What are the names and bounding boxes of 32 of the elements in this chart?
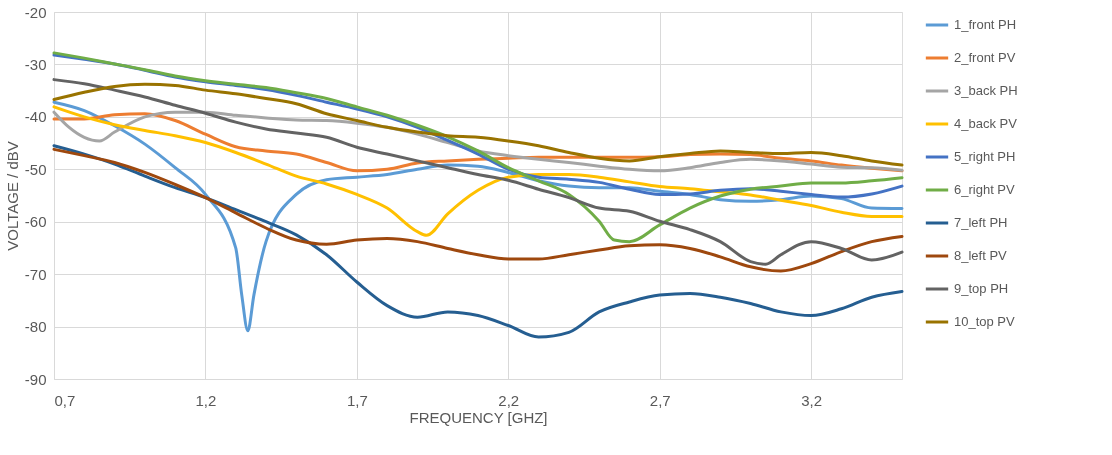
line-series [52, 105, 904, 237]
y-tick-label: -90 [24, 370, 47, 388]
legend-label: 3_back PH [954, 83, 1018, 98]
x-tick-label: 2,2 [498, 391, 520, 409]
x-tick-label: 0,7 [54, 391, 76, 409]
y-tick-label: -70 [24, 265, 47, 283]
legend-label: 10_top PV [954, 314, 1016, 329]
line-series [52, 147, 904, 273]
x-tick-label: 3,2 [801, 391, 823, 409]
y-tick-label: -80 [24, 318, 47, 336]
line-series [52, 144, 904, 339]
y-tick-label: -40 [24, 108, 47, 126]
legend-label: 4_back PV [954, 116, 1018, 131]
x-axis-title: FREQUENCY [GHZ] [409, 408, 548, 426]
y-tick-label: -60 [24, 213, 47, 231]
line-series [52, 78, 904, 266]
x-tick-label: 1,7 [346, 391, 368, 409]
line-series [52, 82, 904, 167]
legend-label: 7_left PH [954, 215, 1008, 230]
legend-label: 2_front PV [954, 50, 1016, 65]
y-tick-label: -30 [24, 55, 47, 73]
legend-label: 9_top PH [954, 281, 1009, 296]
x-tick-label: 2,7 [649, 391, 671, 409]
legend-label: 1_front PH [954, 17, 1017, 32]
line-series [52, 51, 904, 244]
y-tick-label: -20 [24, 3, 47, 21]
legend-label: 5_right PH [954, 149, 1016, 164]
x-tick-label: 1,2 [195, 391, 217, 409]
legend-label: 8_left PV [954, 248, 1008, 263]
y-axis-title: VOLTAGE / dBV [3, 141, 21, 251]
y-tick-label: -50 [24, 160, 47, 178]
legend-label: 6_right PV [954, 182, 1016, 197]
